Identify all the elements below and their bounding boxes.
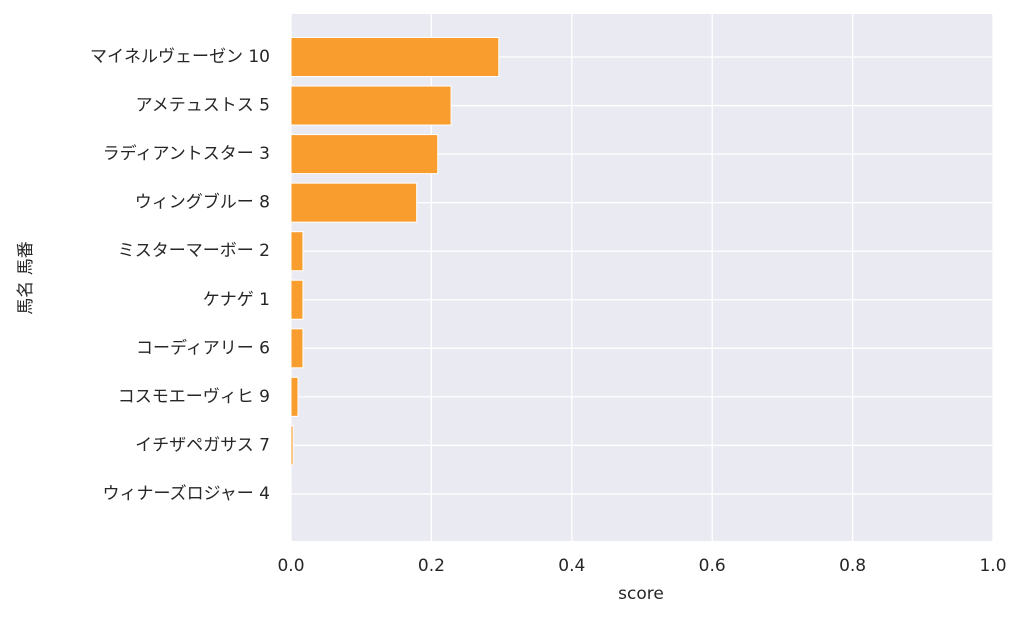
- bar: [290, 376, 299, 417]
- y-tick-label: ケナゲ 1: [203, 290, 270, 310]
- x-tick-label: 0.2: [418, 556, 445, 576]
- bar: [290, 182, 418, 223]
- x-tick-label: 0.4: [558, 556, 585, 576]
- bar: [290, 279, 304, 320]
- bar: [290, 37, 500, 77]
- bar: [290, 328, 304, 369]
- bar: [290, 231, 304, 272]
- bar: [290, 85, 452, 126]
- bar: [290, 425, 294, 466]
- y-axis-label: 馬名 馬番: [16, 241, 36, 314]
- y-tick-label: イチザペガサス 7: [135, 435, 270, 455]
- x-axis-label: score: [618, 584, 664, 604]
- y-tick-label: アメテュストス 5: [136, 96, 270, 116]
- y-tick-label: ウィナーズロジャー 4: [102, 484, 270, 504]
- x-tick-label: 0.8: [839, 556, 866, 576]
- x-tick-label: 0.0: [277, 556, 304, 576]
- y-tick-label: ラディアントスター 3: [103, 143, 270, 164]
- x-tick-label: 0.6: [699, 556, 726, 576]
- y-tick-label: ウィングブルー 8: [135, 192, 270, 213]
- y-tick-label: ミスターマーボー 2: [118, 241, 270, 261]
- x-tick-label: 1.0: [979, 556, 1006, 576]
- y-tick-label: コスモエーヴィヒ 9: [118, 387, 270, 407]
- y-tick-label: コーディアリー 6: [136, 337, 270, 358]
- bar: [290, 134, 439, 175]
- y-tick-label: マイネルヴェーゼン 10: [90, 47, 270, 67]
